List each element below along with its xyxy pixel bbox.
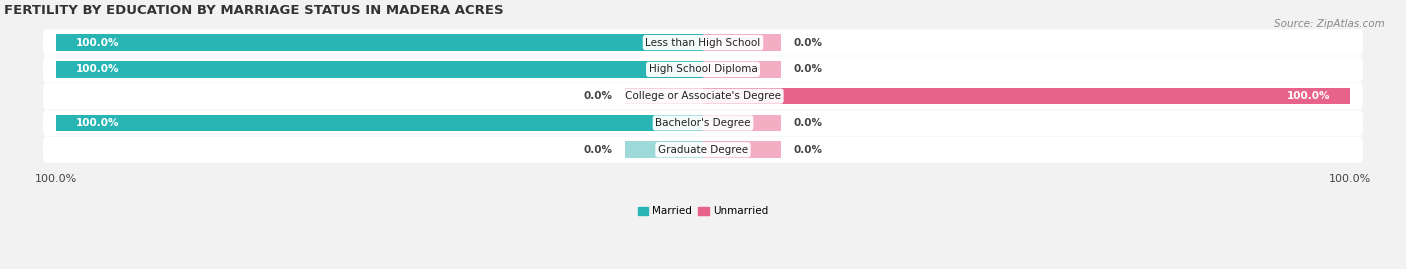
FancyBboxPatch shape	[44, 56, 1362, 83]
Text: FERTILITY BY EDUCATION BY MARRIAGE STATUS IN MADERA ACRES: FERTILITY BY EDUCATION BY MARRIAGE STATU…	[4, 4, 503, 17]
Bar	[626, 141, 703, 158]
Bar	[703, 141, 780, 158]
Bar	[626, 88, 703, 104]
Bar	[703, 61, 780, 78]
Text: 0.0%: 0.0%	[583, 145, 613, 155]
Text: Graduate Degree: Graduate Degree	[658, 145, 748, 155]
Text: 100.0%: 100.0%	[76, 118, 120, 128]
FancyBboxPatch shape	[44, 30, 1362, 56]
Text: 0.0%: 0.0%	[583, 91, 613, 101]
Bar	[56, 61, 703, 78]
Text: 100.0%: 100.0%	[1286, 91, 1330, 101]
Text: 100.0%: 100.0%	[76, 64, 120, 74]
Text: 0.0%: 0.0%	[793, 38, 823, 48]
FancyBboxPatch shape	[44, 110, 1362, 136]
Bar	[56, 115, 703, 131]
Bar	[703, 34, 780, 51]
Legend: Married, Unmarried: Married, Unmarried	[634, 202, 772, 221]
Text: 0.0%: 0.0%	[793, 145, 823, 155]
Text: Less than High School: Less than High School	[645, 38, 761, 48]
Text: High School Diploma: High School Diploma	[648, 64, 758, 74]
Text: 100.0%: 100.0%	[76, 38, 120, 48]
Bar	[626, 88, 703, 104]
FancyBboxPatch shape	[44, 137, 1362, 163]
Text: 0.0%: 0.0%	[793, 64, 823, 74]
Bar	[703, 61, 780, 78]
Bar	[56, 34, 703, 51]
Text: Bachelor's Degree: Bachelor's Degree	[655, 118, 751, 128]
Text: Source: ZipAtlas.com: Source: ZipAtlas.com	[1274, 19, 1385, 29]
Bar	[703, 34, 780, 51]
Bar	[703, 115, 780, 131]
Text: 0.0%: 0.0%	[793, 118, 823, 128]
FancyBboxPatch shape	[44, 83, 1362, 109]
Bar	[703, 115, 780, 131]
Text: College or Associate's Degree: College or Associate's Degree	[626, 91, 780, 101]
Bar	[703, 88, 1350, 104]
